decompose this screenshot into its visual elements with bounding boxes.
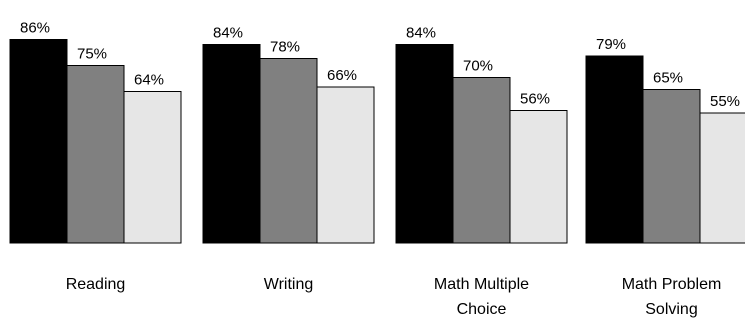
value-label-series-3-category-4: 55% [710, 93, 740, 110]
bar-series-2-category-1 [66, 65, 125, 244]
value-label-series-1-category-2: 84% [213, 24, 243, 41]
bar-series-2-category-2 [259, 58, 318, 244]
value-label-series-2-category-1: 75% [77, 46, 107, 63]
bar-series-3-category-2 [316, 86, 375, 244]
bars-layer [9, 39, 745, 244]
value-labels-layer: 86% 75% 64% 84% 78% 66% 84% 70% 56% 79% 65% 55% [20, 20, 740, 110]
bar-series-3-category-1 [123, 91, 182, 244]
value-label-series-2-category-4: 65% [653, 69, 683, 86]
bar-series-1-category-4 [585, 55, 644, 244]
bar-series-1-category-1 [9, 39, 68, 244]
bar-series-3-category-3 [509, 110, 568, 244]
bar-series-3-category-4 [699, 112, 745, 244]
category-label-2-line-1: Writing [264, 276, 314, 293]
value-label-series-1-category-1: 86% [20, 20, 50, 37]
bar-series-1-category-2 [202, 43, 261, 244]
value-label-series-1-category-4: 79% [596, 36, 626, 53]
value-label-series-3-category-1: 64% [134, 72, 164, 89]
value-label-series-2-category-3: 70% [463, 58, 493, 75]
category-label-3-line-1: Math Multiple [434, 276, 529, 293]
category-label-4-line-1: Math Problem [622, 276, 722, 293]
value-label-series-3-category-2: 66% [327, 67, 357, 84]
bar-series-2-category-3 [452, 77, 511, 244]
value-label-series-2-category-2: 78% [270, 39, 300, 56]
bar-series-1-category-3 [395, 43, 454, 244]
bar-series-2-category-4 [642, 88, 701, 244]
category-labels-layer: Reading Writing Math Multiple Choice Math Pr… [66, 276, 722, 318]
category-label-1-line-1: Reading [66, 276, 126, 293]
category-label-4-line-2: Solving [645, 301, 697, 318]
value-label-series-1-category-3: 84% [406, 24, 436, 41]
category-label-3-line-2: Choice [457, 301, 507, 318]
value-label-series-3-category-3: 56% [520, 91, 550, 108]
